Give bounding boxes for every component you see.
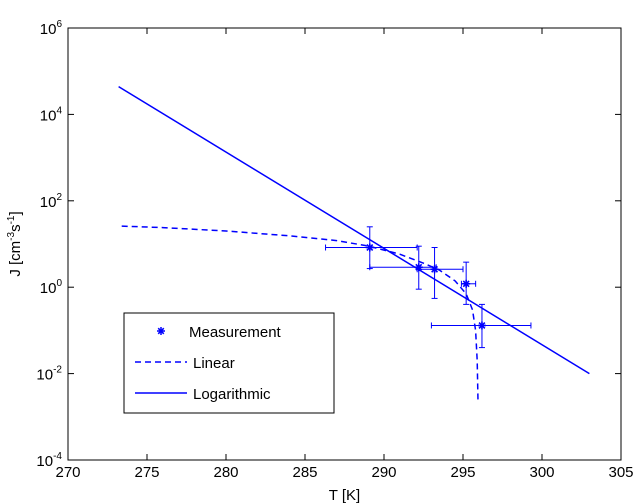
legend-marker-measurement xyxy=(157,327,165,335)
y-axis-label-mid: s xyxy=(7,224,24,232)
y-axis-label: J [cm-3s-1] xyxy=(6,211,24,276)
x-axis-label: T [K] xyxy=(329,487,360,504)
measurement-point xyxy=(416,246,464,299)
legend: Measurement Linear Logarithmic xyxy=(123,312,335,414)
measurement-point xyxy=(369,245,437,290)
x-tick-label: 275 xyxy=(134,464,159,481)
measurement-point xyxy=(430,303,532,349)
asterisk-marker xyxy=(365,243,374,252)
asterisk-marker xyxy=(477,321,486,330)
measurement-point xyxy=(325,226,418,270)
x-tick-labels: 270 275 280 285 290 295 300 305 xyxy=(55,464,633,481)
legend-label-logarithmic: Logarithmic xyxy=(193,386,271,403)
legend-label-measurement: Measurement xyxy=(189,324,282,341)
y-tick-label: 104 xyxy=(40,105,63,124)
y-tick-label: 10-4 xyxy=(36,451,62,470)
y-tick-label: 100 xyxy=(40,278,63,297)
asterisk-marker xyxy=(430,265,439,274)
x-tick-label: 270 xyxy=(55,464,80,481)
y-axis-label-end: ] xyxy=(7,211,24,215)
y-axis-label-base: J [cm xyxy=(7,241,24,277)
x-tick-label: 305 xyxy=(608,464,633,481)
series-linear xyxy=(121,225,479,402)
y-tick-labels: 10-4 10-2 100 102 104 106 xyxy=(36,19,62,470)
y-axis-label-exp1: -3 xyxy=(6,231,17,240)
y-tick-label: 106 xyxy=(40,19,63,38)
x-tick-label: 285 xyxy=(292,464,317,481)
y-tick-label: 102 xyxy=(40,192,63,211)
asterisk-marker xyxy=(462,279,471,288)
x-tick-label: 295 xyxy=(450,464,475,481)
asterisk-marker xyxy=(414,263,423,272)
series-line xyxy=(121,225,479,402)
x-tick-label: 290 xyxy=(371,464,396,481)
legend-label-linear: Linear xyxy=(193,355,235,372)
measurement-point xyxy=(460,261,477,305)
x-tick-label: 280 xyxy=(213,464,238,481)
axis-ticks xyxy=(67,27,622,461)
x-tick-label: 300 xyxy=(529,464,554,481)
y-axis-label-exp2: -1 xyxy=(6,215,17,224)
y-tick-label: 10-2 xyxy=(36,365,62,384)
series-measurement xyxy=(325,226,532,349)
